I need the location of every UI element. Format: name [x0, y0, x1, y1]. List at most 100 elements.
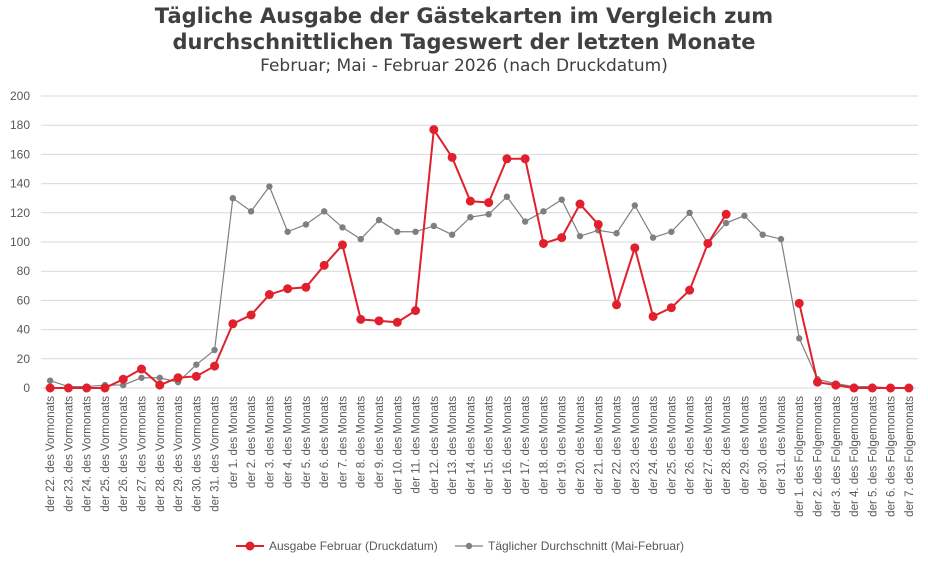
data-point	[246, 310, 256, 320]
x-tick-label: der 3. des Monats	[264, 396, 276, 488]
data-point	[759, 231, 766, 238]
data-point	[540, 208, 547, 215]
x-tick-label: der 13. des Monats	[447, 396, 459, 495]
data-point	[447, 152, 457, 162]
data-point	[319, 260, 329, 270]
data-point	[502, 154, 512, 164]
x-tick-label: der 22. des Vormonats	[45, 396, 57, 512]
data-point	[357, 235, 364, 243]
data-point	[229, 195, 237, 202]
data-point	[904, 383, 914, 393]
data-point	[666, 303, 676, 313]
data-point	[631, 202, 639, 209]
data-point	[686, 209, 693, 216]
data-point	[796, 335, 803, 342]
y-tick-label: 120	[10, 206, 30, 220]
x-tick-label: der 11. des Monats	[411, 396, 423, 494]
x-tick-label: der 3. des Folgemonats	[831, 396, 843, 517]
data-point	[521, 218, 529, 225]
series-line	[50, 126, 728, 389]
data-point	[593, 219, 603, 229]
x-tick-label: der 24. des Monats	[648, 396, 660, 495]
x-tick-label: der 16. des Monats	[502, 396, 514, 495]
y-tick-label: 180	[10, 118, 30, 132]
data-point	[613, 230, 620, 237]
x-tick-label: der 31. des Vormonats	[210, 396, 222, 512]
data-point	[356, 314, 366, 324]
x-tick-label: der 25. des Vormonats	[100, 396, 112, 512]
data-point	[448, 231, 456, 238]
data-point	[503, 193, 511, 200]
x-tick-label: der 29. des Vormonats	[173, 396, 185, 512]
data-point	[120, 381, 127, 389]
y-tick-label: 60	[17, 293, 31, 307]
data-point	[849, 383, 859, 393]
data-point	[284, 228, 291, 235]
x-tick-label: der 27. des Vormonats	[136, 396, 148, 512]
chart-title-line-1: Tägliche Ausgabe der Gästekarten im Verg…	[154, 4, 774, 28]
data-point	[118, 374, 128, 384]
data-point	[82, 383, 92, 393]
data-point	[648, 311, 658, 321]
data-point	[703, 238, 713, 248]
data-point	[867, 383, 877, 393]
data-point	[412, 228, 419, 235]
data-point	[575, 199, 585, 209]
data-point	[557, 233, 567, 243]
x-tick-label: der 4. des Folgemonats	[849, 396, 861, 517]
x-tick-label: der 23. des Vormonats	[63, 396, 75, 512]
y-tick-label: 200	[10, 89, 30, 103]
x-tick-label: der 27. des Monats	[703, 396, 715, 495]
x-tick-label: der 5. des Monats	[301, 396, 313, 488]
data-point	[247, 208, 255, 215]
x-tick-label: der 4. des Monats	[283, 396, 295, 488]
data-point	[685, 285, 695, 295]
data-point	[266, 183, 273, 190]
data-point	[283, 284, 293, 294]
data-point	[210, 361, 220, 371]
data-point	[45, 383, 55, 393]
data-point	[392, 317, 402, 327]
x-tick-label: der 26. des Vormonats	[118, 396, 130, 512]
data-point	[156, 374, 163, 381]
y-tick-label: 100	[10, 235, 30, 249]
series-line	[49, 185, 909, 389]
data-point	[722, 219, 730, 227]
data-point	[375, 216, 383, 224]
data-point	[429, 125, 439, 135]
x-tick-label: der 6. des Folgemonats	[886, 396, 898, 517]
legend-marker	[245, 541, 255, 551]
y-tick-label: 0	[23, 381, 30, 395]
x-tick-label: der 7. des Folgemonats	[904, 396, 916, 517]
x-tick-label: der 21. des Monats	[593, 396, 605, 495]
data-point	[721, 209, 731, 219]
data-point	[394, 228, 401, 235]
data-point	[63, 383, 73, 393]
x-tick-label: der 28. des Vormonats	[155, 396, 167, 512]
data-point	[612, 300, 622, 310]
data-point	[301, 282, 311, 292]
data-point	[576, 232, 584, 240]
x-tick-label: der 5. des Folgemonats	[867, 396, 879, 517]
data-point	[558, 196, 565, 203]
data-point	[777, 235, 785, 243]
x-tick-label: der 31. des Monats	[776, 396, 788, 495]
data-point	[339, 224, 346, 231]
data-point	[211, 346, 218, 354]
x-tick-label: der 2. des Folgemonats	[813, 396, 825, 517]
x-tick-label: der 22. des Monats	[612, 396, 624, 495]
data-point	[649, 234, 657, 241]
x-tick-label: der 8. des Monats	[356, 396, 368, 488]
data-point	[630, 243, 640, 253]
data-point	[136, 364, 146, 374]
data-point	[538, 238, 548, 248]
y-tick-label: 40	[17, 323, 31, 337]
data-point	[46, 377, 54, 384]
legend-label: Ausgabe Februar (Druckdatum)	[269, 539, 438, 553]
data-point	[264, 290, 274, 300]
data-point	[465, 196, 475, 206]
x-tick-label: der 30. des Vormonats	[191, 396, 203, 512]
x-tick-label: der 1. des Monats	[228, 396, 240, 488]
chart-subtitle: Februar; Mai - Februar 2026 (nach Druckd…	[260, 56, 668, 76]
